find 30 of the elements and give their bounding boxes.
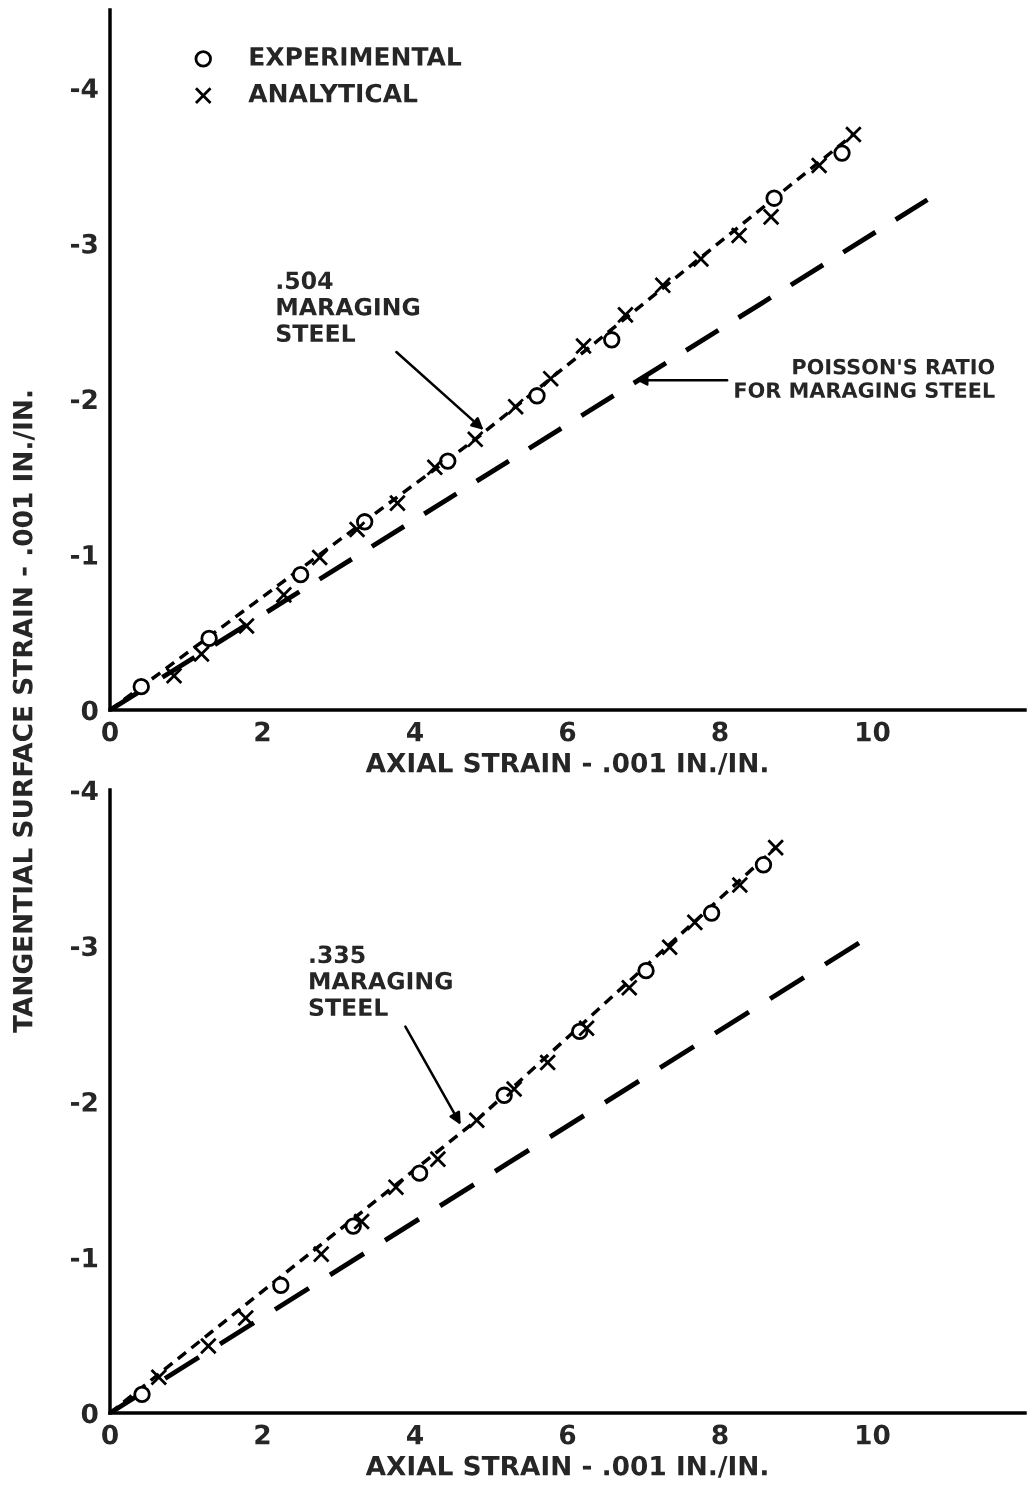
y-tick-label: -3 <box>71 936 97 957</box>
y-tick-label: -4 <box>71 780 98 801</box>
y-tick-label: -2 <box>71 389 97 409</box>
y-tick-label: -3 <box>71 233 97 254</box>
x-tick-label: 8 <box>712 1424 728 1445</box>
y-tick-label: 0 <box>81 1403 98 1424</box>
x-tick-label: 0 <box>102 721 118 742</box>
x-tick-label: 4 <box>407 721 423 742</box>
x-tick-label: 0 <box>102 1424 118 1445</box>
x-tick-label: 6 <box>559 721 576 742</box>
annotation: .335 MARAGING STEEL <box>309 945 452 1017</box>
x-tick-label: 8 <box>712 721 728 742</box>
legend-label: EXPERIMENTAL <box>250 47 462 66</box>
x-tick-label: 6 <box>559 1424 576 1445</box>
x-axis-title: AXIAL STRAIN - .001 IN./IN. <box>365 1455 767 1478</box>
x-tick-label: 10 <box>857 1424 890 1445</box>
y-tick-label: -2 <box>71 1091 97 1112</box>
y-tick-label: 0 <box>81 700 98 721</box>
y-axis-title: TANGENTIAL SURFACE STRAIN - .001 IN./IN. <box>12 391 35 1033</box>
y-tick-label: -4 <box>71 78 98 98</box>
annotation: POISSON'S RATIO FOR MARAGING STEEL <box>735 358 995 398</box>
legend-label: ANALYTICAL <box>248 83 418 103</box>
y-tick-label: -1 <box>71 1248 98 1268</box>
x-axis-title: AXIAL STRAIN - .001 IN./IN. <box>365 752 767 775</box>
x-tick-label: 2 <box>255 1424 270 1445</box>
x-tick-label: 10 <box>857 721 890 742</box>
y-tick-label: -1 <box>71 545 98 565</box>
x-tick-label: 2 <box>255 721 270 742</box>
x-tick-label: 4 <box>407 1424 423 1445</box>
annotation: .504 MARAGING STEEL <box>276 271 420 343</box>
